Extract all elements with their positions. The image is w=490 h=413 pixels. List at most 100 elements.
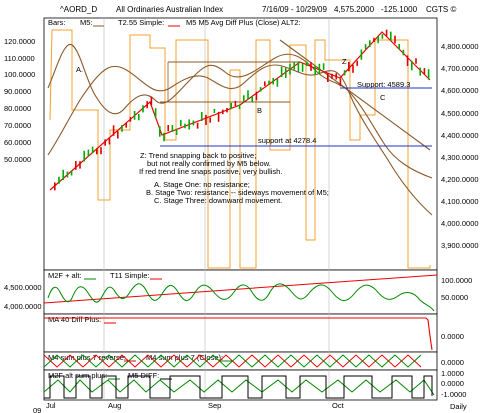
price-bar: [121, 125, 123, 132]
price-bar: [364, 44, 367, 50]
price-bar: [234, 100, 237, 107]
price-bar: [117, 131, 119, 139]
m2f-alt-line: [43, 379, 435, 396]
symbol-label: ^AORD_D: [60, 5, 97, 14]
price-bar: [142, 105, 144, 113]
price-bar: [213, 108, 216, 113]
price-bar: [411, 60, 413, 71]
price-bar: [175, 129, 178, 135]
price-bar: [112, 125, 115, 136]
annotation-note: Z: Trend snapping back to positive; but …: [139, 151, 329, 205]
price-bar: [230, 103, 232, 110]
t11-legend: T11 Simple:: [110, 271, 149, 280]
price-bar: [306, 61, 308, 66]
price-bar: [75, 161, 77, 170]
price-bar: [352, 64, 354, 73]
price-bar: [209, 117, 211, 123]
month-oct: Oct: [332, 401, 345, 410]
note-line: A. Stage One: no resistance;: [154, 180, 250, 189]
legend-bars: Bars:: [48, 18, 66, 27]
right-tick: 4,400.0000: [441, 131, 479, 140]
price-bar: [138, 114, 140, 121]
price-bar: [163, 132, 165, 142]
m2f-legend: M2F + alt:: [48, 271, 82, 280]
label-c: C: [380, 93, 386, 102]
price-bar: [377, 35, 379, 44]
price-bar: [293, 62, 295, 70]
price-bar: [129, 117, 132, 122]
price-bar: [66, 171, 69, 178]
p2-right-tick: 100.0000: [441, 276, 472, 285]
price-bar: [385, 29, 388, 37]
left-tick: 110.0000: [4, 54, 35, 63]
left-tick: 60.0000: [4, 138, 31, 147]
price-bar: [125, 122, 127, 128]
price-bar: [108, 137, 111, 145]
price-bar: [247, 90, 249, 100]
price-bar: [348, 62, 350, 72]
month-jul: Jul: [46, 401, 56, 410]
price-bar: [369, 40, 371, 48]
price-bar: [87, 149, 90, 157]
price-bar: [70, 171, 73, 176]
p2-left-tick: 4,000.0000: [4, 302, 42, 311]
month-aug: Aug: [108, 401, 121, 410]
price-bar: [343, 70, 346, 76]
price-bar: [154, 108, 157, 118]
source-label: CGTS ©: [426, 5, 456, 14]
price-bar: [259, 87, 262, 92]
price-bar: [171, 125, 174, 132]
price-bar: [373, 37, 375, 42]
price-bar: [360, 49, 363, 60]
price-bar: [314, 65, 316, 75]
p4-right-tick: 0.0000: [441, 358, 464, 367]
price-bar: [192, 120, 195, 126]
price-bar: [133, 111, 136, 120]
price-bar: [222, 109, 224, 115]
price-bar: [339, 78, 342, 87]
price-axis-right: 4,800.0000 4,700.0000 4,600.0000 4,500.0…: [441, 42, 479, 250]
right-tick: 4,300.0000: [441, 153, 479, 162]
label-b: B: [257, 106, 262, 115]
trend-line-brown: [279, 39, 431, 151]
left-tick: 80.0000: [4, 104, 31, 113]
price-bar: [289, 63, 291, 75]
price-bar: [58, 176, 60, 184]
price-bar: [335, 73, 337, 80]
price-bar: [415, 58, 417, 64]
price-bar: [301, 63, 304, 72]
m5-curve-2: [47, 64, 433, 216]
m5-curve-1: [47, 44, 433, 179]
right-tick: 4,000.0000: [441, 219, 479, 228]
price-bar: [79, 161, 81, 169]
left-tick: 50.0000: [4, 155, 31, 164]
price-bar: [356, 60, 358, 66]
price-bar: [100, 147, 102, 155]
legend-t2: T2.55 Simple:: [118, 18, 164, 27]
price-bar: [150, 96, 153, 106]
price-bar: [381, 34, 384, 39]
m4-rev-legend: M4 sum plus 7 reverse:: [48, 353, 126, 362]
price-bar: [96, 148, 98, 155]
label-a: A.: [76, 65, 83, 74]
legend-avg: M5 M5 Avg Diff Plus (Close) ALT2:: [186, 18, 301, 27]
price-bar: [180, 119, 182, 127]
p2-left-tick: 4,500.0000: [4, 283, 42, 292]
period-label: Daily: [450, 402, 467, 411]
right-tick: 3,900.0000: [441, 241, 479, 250]
ma40-line: [44, 317, 433, 351]
note-line: but not really confirmed by M5 below.: [147, 159, 271, 168]
left-tick: 100.0000: [4, 70, 35, 79]
price-bar: [402, 49, 405, 56]
left-tick: 70.0000: [4, 121, 31, 130]
change-value: -125.1000: [381, 5, 418, 14]
price-bar: [310, 62, 312, 71]
price-bar: [318, 63, 321, 74]
right-tick: 4,100.0000: [441, 197, 479, 206]
t11-line: [43, 274, 438, 304]
left-tick: 120.0000: [4, 37, 35, 46]
price-bar: [322, 63, 325, 70]
note-line: B. Stage Two: resistance -- sideways mov…: [146, 188, 329, 197]
price-bar: [159, 126, 161, 137]
m2f-panel: [43, 269, 438, 315]
